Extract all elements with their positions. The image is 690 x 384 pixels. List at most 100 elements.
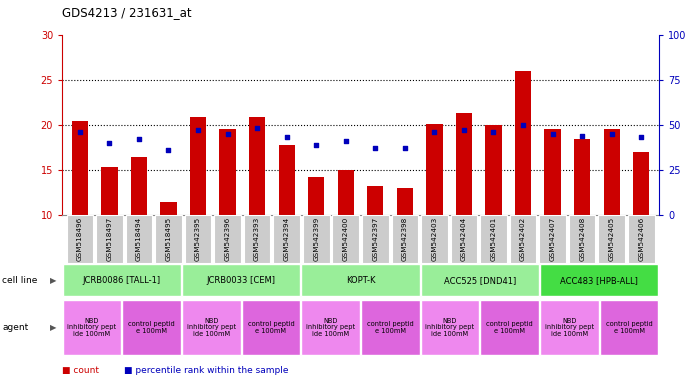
Bar bbox=[279, 145, 295, 215]
Point bbox=[222, 131, 233, 137]
Bar bbox=[540, 300, 599, 355]
Bar bbox=[361, 300, 420, 355]
Text: NBD
inhibitory pept
ide 100mM: NBD inhibitory pept ide 100mM bbox=[187, 318, 236, 337]
Text: GSM542394: GSM542394 bbox=[284, 217, 290, 261]
Point bbox=[310, 142, 322, 148]
Bar bbox=[337, 170, 354, 215]
Bar bbox=[600, 300, 658, 355]
Bar bbox=[510, 215, 536, 263]
Bar bbox=[126, 215, 152, 263]
Text: GSM542397: GSM542397 bbox=[373, 217, 378, 261]
Point bbox=[635, 134, 647, 141]
Text: KOPT-K: KOPT-K bbox=[346, 276, 375, 285]
Bar bbox=[308, 177, 324, 215]
Point bbox=[488, 129, 499, 135]
Point bbox=[458, 127, 469, 133]
Point bbox=[252, 125, 263, 131]
Bar bbox=[485, 125, 502, 215]
Point bbox=[281, 134, 292, 141]
Text: GSM542406: GSM542406 bbox=[638, 217, 644, 261]
Text: ▶: ▶ bbox=[50, 276, 57, 285]
Bar bbox=[544, 129, 561, 215]
Bar bbox=[122, 300, 181, 355]
Bar bbox=[633, 152, 649, 215]
Text: GSM542401: GSM542401 bbox=[491, 217, 497, 261]
Bar bbox=[367, 186, 384, 215]
Text: JCRB0033 [CEM]: JCRB0033 [CEM] bbox=[207, 276, 275, 285]
Point bbox=[370, 145, 381, 151]
Bar bbox=[421, 300, 480, 355]
Bar bbox=[540, 265, 658, 296]
Bar bbox=[421, 265, 539, 296]
Bar bbox=[333, 215, 359, 263]
Bar bbox=[426, 124, 442, 215]
Text: GSM542395: GSM542395 bbox=[195, 217, 201, 261]
Text: GSM542393: GSM542393 bbox=[254, 217, 260, 261]
Text: NBD
inhibitory pept
ide 100mM: NBD inhibitory pept ide 100mM bbox=[306, 318, 355, 337]
Bar bbox=[421, 215, 448, 263]
Bar bbox=[131, 157, 147, 215]
Text: NBD
inhibitory pept
ide 100mM: NBD inhibitory pept ide 100mM bbox=[426, 318, 475, 337]
Bar bbox=[101, 167, 117, 215]
Bar bbox=[273, 215, 300, 263]
Bar bbox=[155, 215, 181, 263]
Bar bbox=[244, 215, 270, 263]
Bar bbox=[63, 265, 181, 296]
Bar bbox=[190, 117, 206, 215]
Text: control peptid
e 100mM: control peptid e 100mM bbox=[128, 321, 175, 334]
Point bbox=[400, 145, 411, 151]
Bar bbox=[574, 139, 590, 215]
Bar bbox=[540, 215, 566, 263]
Text: NBD
inhibitory pept
ide 100mM: NBD inhibitory pept ide 100mM bbox=[68, 318, 117, 337]
Text: GSM542408: GSM542408 bbox=[579, 217, 585, 261]
Point bbox=[163, 147, 174, 153]
Text: GSM542396: GSM542396 bbox=[224, 217, 230, 261]
Text: control peptid
e 100mM: control peptid e 100mM bbox=[606, 321, 653, 334]
Text: JCRB0086 [TALL-1]: JCRB0086 [TALL-1] bbox=[83, 276, 161, 285]
Point bbox=[577, 132, 588, 139]
Point bbox=[547, 131, 558, 137]
Text: ACC483 [HPB-ALL]: ACC483 [HPB-ALL] bbox=[560, 276, 638, 285]
Bar bbox=[569, 215, 595, 263]
Bar bbox=[480, 215, 506, 263]
Text: GSM518496: GSM518496 bbox=[77, 217, 83, 261]
Text: ■ percentile rank within the sample: ■ percentile rank within the sample bbox=[124, 366, 288, 375]
Bar bbox=[456, 113, 472, 215]
Text: NBD
inhibitory pept
ide 100mM: NBD inhibitory pept ide 100mM bbox=[545, 318, 594, 337]
Text: GSM542399: GSM542399 bbox=[313, 217, 319, 261]
Text: GSM542402: GSM542402 bbox=[520, 217, 526, 261]
Bar bbox=[219, 129, 236, 215]
Text: cell line: cell line bbox=[2, 276, 37, 285]
Bar bbox=[362, 215, 388, 263]
Bar bbox=[303, 215, 330, 263]
Bar bbox=[515, 71, 531, 215]
Text: ▶: ▶ bbox=[50, 323, 57, 332]
Bar bbox=[185, 215, 211, 263]
Text: control peptid
e 100mM: control peptid e 100mM bbox=[486, 321, 533, 334]
Bar bbox=[63, 300, 121, 355]
Text: ■ count: ■ count bbox=[62, 366, 99, 375]
Text: agent: agent bbox=[2, 323, 28, 332]
Text: GSM518494: GSM518494 bbox=[136, 217, 142, 261]
Bar bbox=[604, 129, 620, 215]
Bar bbox=[96, 215, 123, 263]
Bar bbox=[215, 215, 241, 263]
Text: GSM542398: GSM542398 bbox=[402, 217, 408, 261]
Bar bbox=[628, 215, 655, 263]
Text: GSM542400: GSM542400 bbox=[343, 217, 348, 261]
Bar bbox=[182, 265, 300, 296]
Bar bbox=[451, 215, 477, 263]
Bar bbox=[182, 300, 241, 355]
Bar bbox=[160, 202, 177, 215]
Text: control peptid
e 100mM: control peptid e 100mM bbox=[367, 321, 414, 334]
Bar bbox=[302, 265, 420, 296]
Bar bbox=[302, 300, 360, 355]
Text: GSM542405: GSM542405 bbox=[609, 217, 615, 261]
Bar bbox=[391, 215, 418, 263]
Text: GSM542403: GSM542403 bbox=[431, 217, 437, 261]
Bar bbox=[249, 117, 265, 215]
Bar bbox=[66, 215, 93, 263]
Point bbox=[75, 129, 86, 135]
Point bbox=[133, 136, 144, 142]
Text: GSM542404: GSM542404 bbox=[461, 217, 467, 261]
